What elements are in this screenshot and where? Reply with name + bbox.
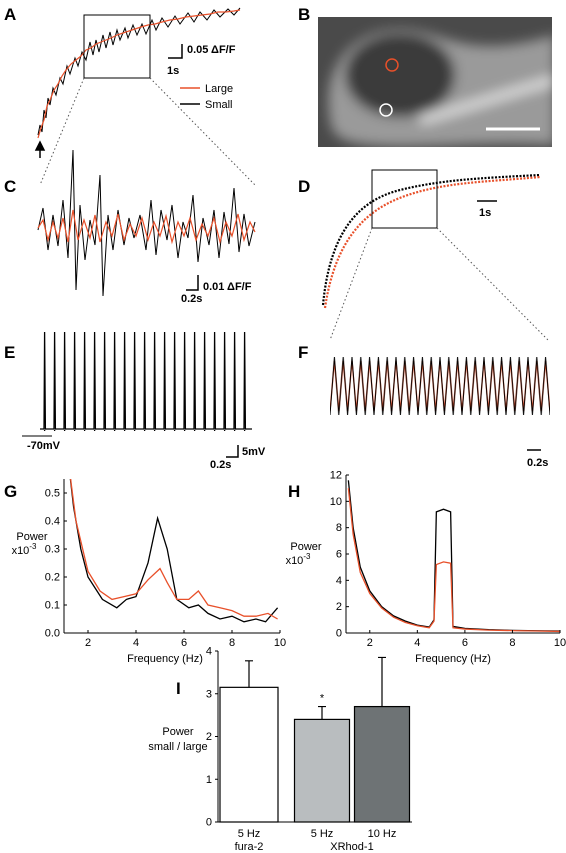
bar bbox=[293, 718, 351, 823]
y-tick-label: 1 bbox=[206, 774, 212, 786]
panel-a: 0.05 ΔF/F 1s Large Small bbox=[34, 7, 256, 186]
scale-label: 0.05 ΔF/F bbox=[187, 44, 236, 56]
trace-large bbox=[323, 175, 541, 309]
panel-b bbox=[318, 17, 552, 147]
trace-small bbox=[37, 7, 241, 136]
panel-letter: C bbox=[4, 177, 16, 196]
panel-letter: I bbox=[176, 679, 181, 698]
error-bar bbox=[245, 660, 253, 688]
bar bbox=[219, 686, 279, 823]
scale-label: 1s bbox=[167, 65, 179, 77]
y-tick-label: 0.4 bbox=[45, 516, 60, 528]
y-tick-label: 0 bbox=[206, 817, 212, 829]
series-line bbox=[347, 480, 560, 632]
y-tick-label: 0.5 bbox=[45, 488, 60, 500]
x-tick-label: 10 bbox=[554, 637, 566, 649]
x-tick-label: 5 Hz bbox=[238, 828, 261, 840]
y-tick-label: 2 bbox=[206, 731, 212, 743]
panel-e: -70mV 5mV 0.2s bbox=[22, 332, 266, 471]
trace-small bbox=[37, 149, 256, 297]
x-tick-label: 5 Hz bbox=[311, 828, 334, 840]
trace-small bbox=[321, 173, 541, 306]
group-label: XRhod-1 bbox=[330, 841, 373, 853]
scale-label: 0.01 ΔF/F bbox=[203, 281, 252, 293]
scale-bar bbox=[186, 275, 199, 291]
annotation: * bbox=[320, 693, 325, 705]
y-tick-label: 0.3 bbox=[45, 544, 60, 556]
y-axis-title: Power bbox=[290, 541, 322, 553]
y-axis-title: Power bbox=[16, 531, 48, 543]
x-tick-label: 8 bbox=[229, 637, 235, 649]
zoom-line bbox=[436, 227, 549, 341]
zoom-line bbox=[39, 77, 85, 186]
x-tick-label: 2 bbox=[367, 637, 373, 649]
zoom-box bbox=[371, 169, 438, 229]
x-tick-label: 2 bbox=[85, 637, 91, 649]
y-tick-label: 0 bbox=[336, 628, 342, 640]
x-tick-label: 4 bbox=[133, 637, 139, 649]
y-tick-label: 12 bbox=[330, 470, 342, 482]
trace-large bbox=[37, 9, 241, 139]
series-line bbox=[347, 488, 560, 633]
x-tick-label: 4 bbox=[414, 637, 420, 649]
y-tick-label: 0.2 bbox=[45, 572, 60, 584]
error-bar bbox=[318, 705, 326, 720]
zoom-line bbox=[149, 77, 256, 186]
y-tick-label: 0.1 bbox=[45, 600, 60, 612]
x-tick-label: 10 Hz bbox=[368, 828, 397, 840]
series-line bbox=[69, 479, 279, 623]
panel-letter: F bbox=[298, 343, 308, 362]
trace-large bbox=[37, 209, 256, 245]
y-axis-title: small / large bbox=[148, 741, 207, 753]
y-tick-label: 3 bbox=[206, 688, 212, 700]
arrow bbox=[34, 140, 46, 158]
panel-letter: E bbox=[4, 343, 15, 362]
y-axis-unit: x10-3 bbox=[286, 552, 311, 567]
y-tick-label: 4 bbox=[336, 575, 342, 587]
error-bar bbox=[378, 656, 386, 707]
panel-letter: A bbox=[4, 5, 16, 24]
x-axis-title: Frequency (Hz) bbox=[127, 653, 203, 665]
panel-letter: G bbox=[4, 482, 17, 501]
panel-c: 0.01 ΔF/F 0.2s bbox=[37, 149, 256, 305]
scale-label: 1s bbox=[479, 207, 491, 219]
y-tick-label: 6 bbox=[336, 549, 342, 561]
panel-letter: H bbox=[288, 482, 300, 501]
y-tick-label: 4 bbox=[206, 646, 212, 658]
legend-label: Large bbox=[205, 83, 233, 95]
panel-letter: B bbox=[298, 5, 310, 24]
panel-d: 1s bbox=[321, 169, 549, 341]
scale-bar bbox=[226, 445, 239, 458]
scale-bar bbox=[168, 44, 183, 59]
scale-label: 5mV bbox=[242, 446, 266, 458]
x-tick-label: 8 bbox=[509, 637, 515, 649]
scale-label: 0.2s bbox=[210, 459, 231, 471]
group-label: fura-2 bbox=[235, 841, 264, 853]
scale-label: 0.2s bbox=[527, 457, 548, 469]
scale-label: 0.2s bbox=[181, 293, 202, 305]
x-tick-label: 6 bbox=[181, 637, 187, 649]
panel-f: 0.2s bbox=[330, 355, 550, 469]
baseline-label: -70mV bbox=[27, 440, 61, 452]
legend-label: Small bbox=[205, 99, 233, 111]
series-line bbox=[69, 479, 278, 620]
spike-train bbox=[40, 332, 252, 431]
x-tick-label: 6 bbox=[462, 637, 468, 649]
y-tick-label: 2 bbox=[336, 601, 342, 613]
y-axis-unit: x10-3 bbox=[12, 542, 37, 557]
zoom-line bbox=[329, 227, 373, 341]
y-tick-label: 0.0 bbox=[45, 628, 60, 640]
zoom-box bbox=[83, 14, 151, 79]
x-axis-title: Frequency (Hz) bbox=[415, 653, 491, 665]
panel-letter: D bbox=[298, 177, 310, 196]
x-tick-label: 10 bbox=[274, 637, 286, 649]
trace-small bbox=[330, 355, 550, 417]
bar bbox=[353, 705, 411, 823]
y-axis-title: Power bbox=[162, 726, 194, 738]
y-tick-label: 8 bbox=[336, 522, 342, 534]
y-tick-label: 10 bbox=[330, 496, 342, 508]
